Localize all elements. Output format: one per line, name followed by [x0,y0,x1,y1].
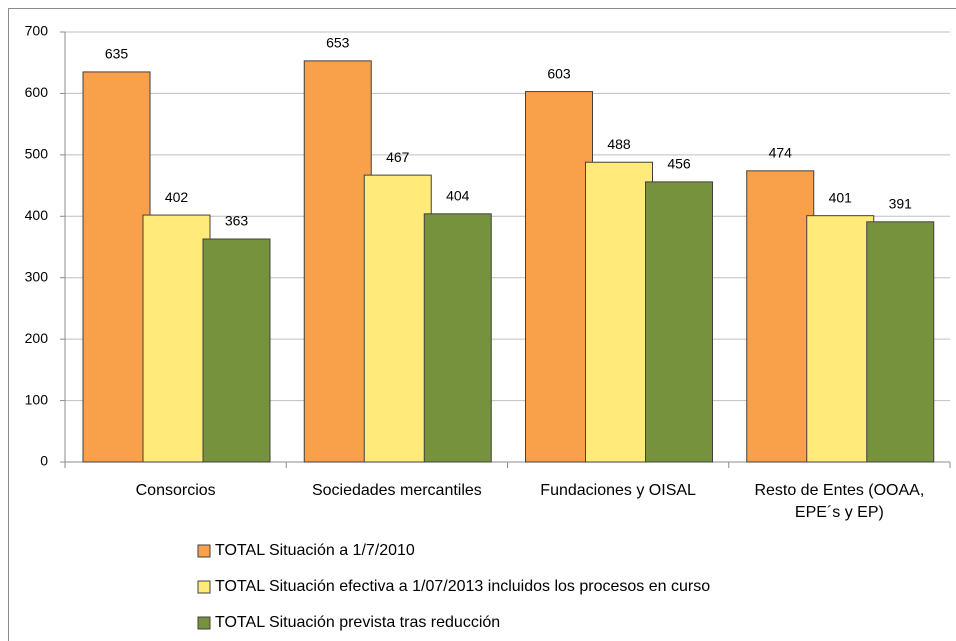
data-label: 635 [105,46,129,62]
y-tick-label: 400 [25,207,49,223]
bar [142,214,211,463]
bar [866,221,935,463]
legend-label: TOTAL Situación a 1/7/2010 [215,542,415,559]
bar [363,174,432,463]
data-label: 467 [386,149,410,165]
y-tick-label: 700 [25,23,49,39]
x-tick-label: Sociedades mercantiles [311,482,482,499]
legend-swatch [197,616,211,630]
y-tick-label: 100 [25,391,49,407]
y-tick-label: 500 [25,146,49,162]
x-tick-label: Resto de Entes (OOAA, EPE´s y EP) [754,482,925,521]
chart-border [8,8,956,641]
bar [806,215,875,463]
legend-swatch [197,544,211,558]
legend-label: TOTAL Situación prevista tras reducción [215,614,500,631]
data-label: 391 [889,196,913,212]
y-tick-label: 0 [40,453,48,469]
data-label: 653 [326,35,350,51]
data-label: 401 [829,189,853,205]
data-label: 488 [607,136,631,152]
y-tick-label: 200 [25,330,49,346]
x-tick-label: Fundaciones y OISAL [540,482,696,499]
data-label: 603 [547,65,571,81]
legend-label: TOTAL Situación efectiva a 1/07/2013 inc… [215,578,710,595]
data-label: 404 [446,188,470,204]
bar [303,60,372,463]
y-tick-label: 300 [25,268,49,284]
bar [585,161,653,463]
data-label: 363 [225,213,249,229]
bar [202,238,271,463]
y-tick-label: 600 [25,84,49,100]
bar [525,91,593,463]
bar [423,213,492,463]
x-tick-label: Consorcios [135,482,216,499]
bar [82,71,151,463]
data-label: 456 [667,156,691,172]
bar [645,181,713,463]
data-label: 402 [165,189,189,205]
legend-swatch [197,580,211,594]
data-label: 474 [769,145,793,161]
bar [746,170,815,463]
